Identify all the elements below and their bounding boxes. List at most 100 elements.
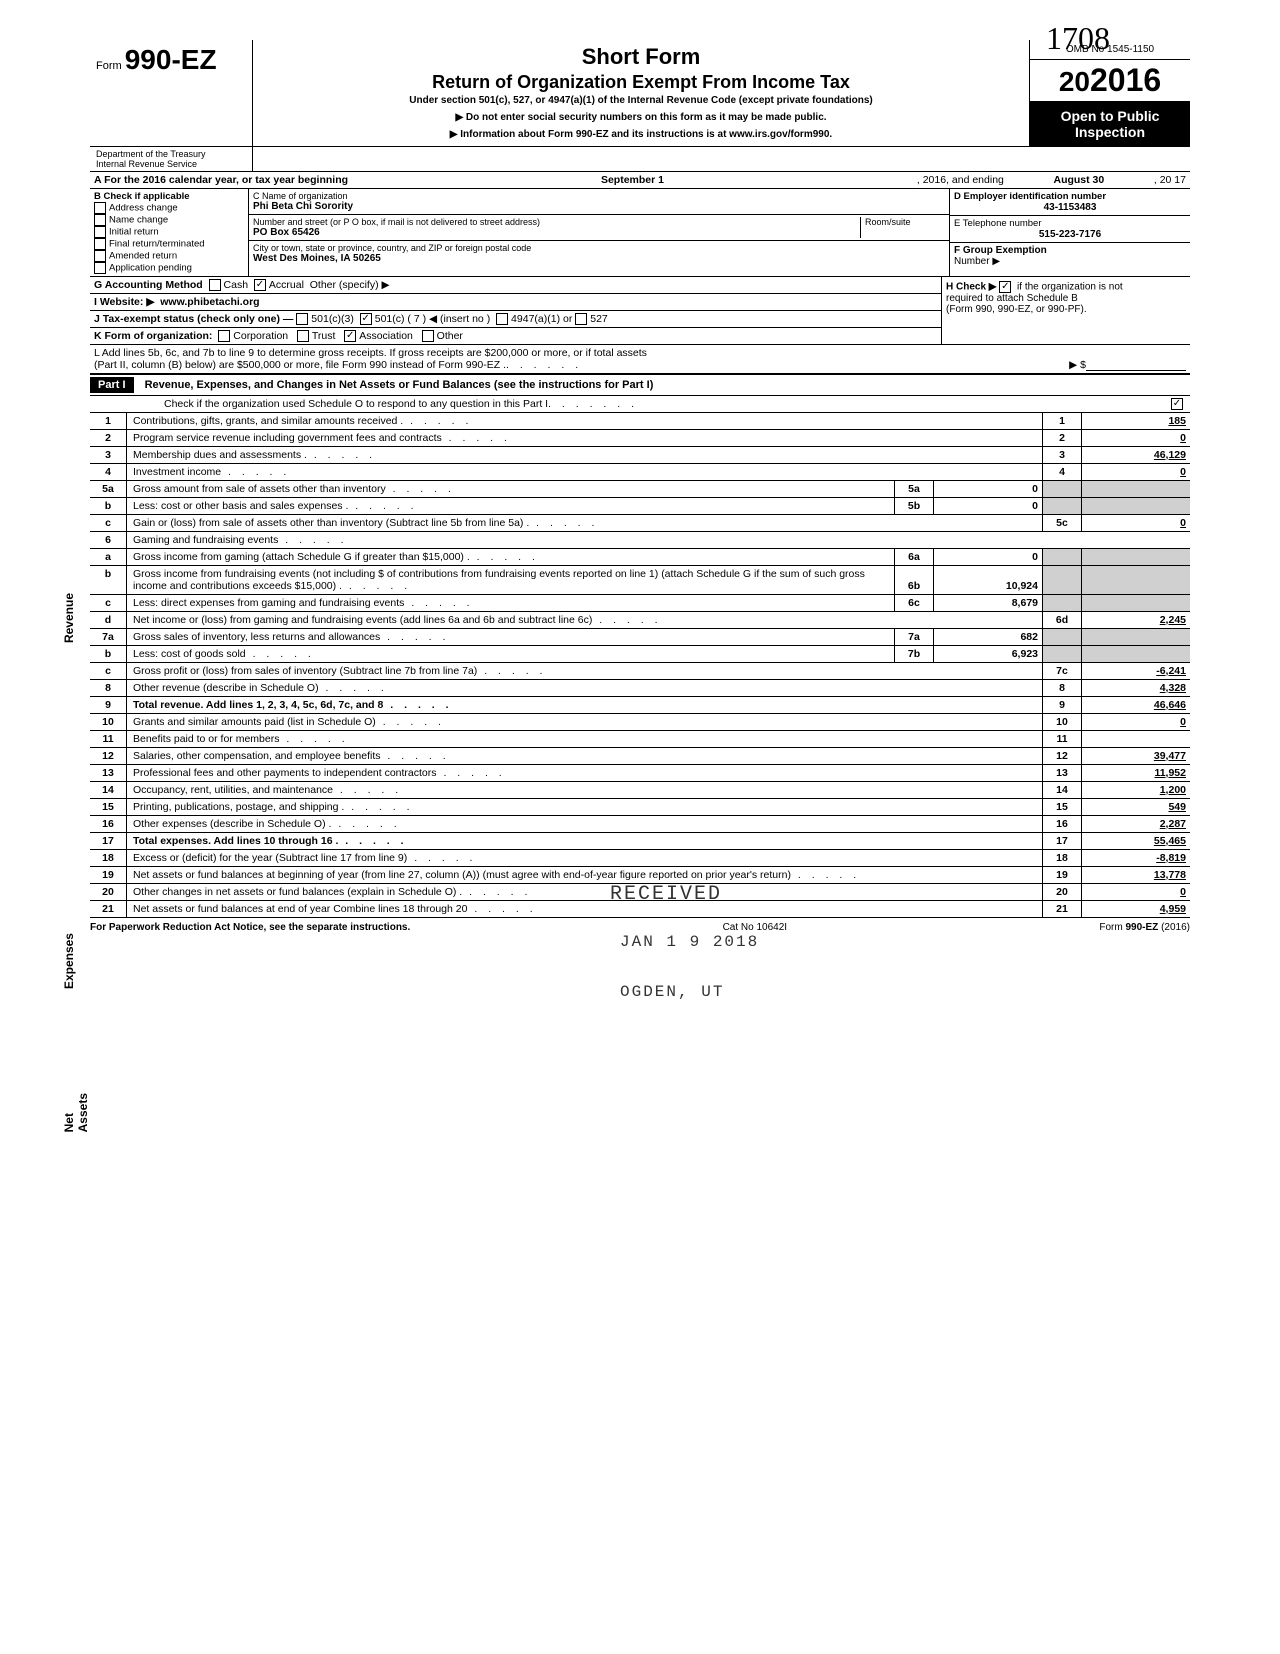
box-number: 7c (1043, 663, 1082, 680)
checkbox-address-change[interactable] (94, 202, 106, 214)
line-number: c (90, 515, 127, 532)
line-number: 7a (90, 629, 127, 646)
table-row: 2Program service revenue including gover… (90, 430, 1190, 447)
checkbox-4947[interactable] (496, 313, 508, 325)
checkbox-cash[interactable] (209, 279, 221, 291)
line-j-label: J Tax-exempt status (check only one) — (94, 313, 293, 325)
footer-mid: Cat No 10642I (723, 922, 788, 933)
table-row: 6Gaming and fundraising events . . . . . (90, 532, 1190, 549)
line-amount: 4,328 (1082, 680, 1191, 697)
line-label: Total expenses. Add lines 10 through 16 … (127, 833, 1043, 850)
line-label: Total revenue. Add lines 1, 2, 3, 4, 5c,… (127, 697, 1043, 714)
line-label: Less: cost of goods sold . . . . . (127, 646, 895, 663)
line-number: 18 (90, 850, 127, 867)
label-trust: Trust (312, 330, 336, 342)
tax-year: 202016 (1030, 60, 1190, 102)
line-number: 11 (90, 731, 127, 748)
line-h-text2: if the organization is not (1017, 282, 1123, 293)
box-shade (1043, 566, 1082, 595)
table-row: dNet income or (loss) from gaming and fu… (90, 612, 1190, 629)
side-label-expenses: Expenses (62, 933, 76, 989)
line-number: 20 (90, 884, 127, 901)
inner-box-number: 6b (895, 566, 934, 595)
checkbox-501c[interactable] (360, 313, 372, 325)
inner-box-number: 7a (895, 629, 934, 646)
line-amount: 549 (1082, 799, 1191, 816)
line-label: Net assets or fund balances at beginning… (127, 867, 1043, 884)
label-address-change: Address change (109, 203, 178, 214)
dots: . . . . . . . (548, 398, 1171, 410)
label-501c3: 501(c)(3) (311, 313, 354, 325)
table-row: 20Other changes in net assets or fund ba… (90, 884, 1190, 901)
amount-shade (1082, 566, 1191, 595)
box-number: 5c (1043, 515, 1082, 532)
table-row: 9Total revenue. Add lines 1, 2, 3, 4, 5c… (90, 697, 1190, 714)
line-h-text3: required to attach Schedule B (946, 293, 1078, 304)
line-number: a (90, 549, 127, 566)
line-label: Other changes in net assets or fund bala… (127, 884, 1043, 901)
line-number: 8 (90, 680, 127, 697)
line-amount: 55,465 (1082, 833, 1191, 850)
line-number: 2 (90, 430, 127, 447)
line-a-mid: , 2016, and ending (917, 174, 1004, 186)
checkbox-trust[interactable] (297, 330, 309, 342)
checkbox-name-change[interactable] (94, 214, 106, 226)
line-amount: -6,241 (1082, 663, 1191, 680)
line-amount: 46,646 (1082, 697, 1191, 714)
checkbox-other-org[interactable] (422, 330, 434, 342)
line-number: 6 (90, 532, 127, 549)
checkbox-accrual[interactable] (254, 279, 266, 291)
org-name: Phi Beta Chi Sorority (253, 201, 945, 212)
line-label: Occupancy, rent, utilities, and maintena… (127, 782, 1043, 799)
line-label: Gaming and fundraising events . . . . . (127, 532, 1191, 549)
label-accrual: Accrual (269, 279, 304, 291)
checkbox-amended[interactable] (94, 250, 106, 262)
line-number: 14 (90, 782, 127, 799)
box-number: 1 (1043, 413, 1082, 430)
form-title-2: Return of Organization Exempt From Incom… (263, 72, 1019, 93)
box-number: 8 (1043, 680, 1082, 697)
form-note-2: ▶ Information about Form 990-EZ and its … (263, 129, 1019, 140)
box-number: 9 (1043, 697, 1082, 714)
checkbox-final-return[interactable] (94, 238, 106, 250)
line-number: c (90, 595, 127, 612)
table-row: 16Other expenses (describe in Schedule O… (90, 816, 1190, 833)
line-number: 1 (90, 413, 127, 430)
line-g-label: G Accounting Method (94, 279, 203, 291)
table-row: aGross income from gaming (attach Schedu… (90, 549, 1190, 566)
line-label: Professional fees and other payments to … (127, 765, 1043, 782)
table-row: 13Professional fees and other payments t… (90, 765, 1190, 782)
checkbox-501c3[interactable] (296, 313, 308, 325)
line-label: Net assets or fund balances at end of ye… (127, 901, 1043, 918)
checkbox-pending[interactable] (94, 262, 106, 274)
box-number: 18 (1043, 850, 1082, 867)
label-527: 527 (590, 313, 608, 325)
checkbox-association[interactable] (344, 330, 356, 342)
year-digits: 2016 (1090, 62, 1161, 98)
amount-shade (1082, 595, 1191, 612)
box-number: 21 (1043, 901, 1082, 918)
checkbox-initial-return[interactable] (94, 226, 106, 238)
group-exemption-label: F Group Exemption (954, 245, 1047, 256)
line-label: Excess or (deficit) for the year (Subtra… (127, 850, 1043, 867)
table-row: cGain or (loss) from sale of assets othe… (90, 515, 1190, 532)
line-number: b (90, 566, 127, 595)
website-value: www.phibetachi.org (160, 296, 259, 308)
box-number: 12 (1043, 748, 1082, 765)
part-1-check-text: Check if the organization used Schedule … (94, 398, 548, 410)
checkbox-schedule-b[interactable] (999, 281, 1011, 293)
label-corporation: Corporation (233, 330, 288, 342)
box-number: 10 (1043, 714, 1082, 731)
line-number: 5a (90, 481, 127, 498)
line-label: Grants and similar amounts paid (list in… (127, 714, 1043, 731)
checkbox-527[interactable] (575, 313, 587, 325)
line-label: Gross income from gaming (attach Schedul… (127, 549, 895, 566)
table-row: 4Investment income . . . . .40 (90, 464, 1190, 481)
inner-box-number: 6c (895, 595, 934, 612)
box-number: 15 (1043, 799, 1082, 816)
checkbox-schedule-o[interactable] (1171, 398, 1183, 410)
box-shade (1043, 595, 1082, 612)
checkbox-corporation[interactable] (218, 330, 230, 342)
label-other-method: Other (specify) ▶ (310, 279, 390, 291)
form-identifier: Form 990-EZ (90, 40, 253, 146)
